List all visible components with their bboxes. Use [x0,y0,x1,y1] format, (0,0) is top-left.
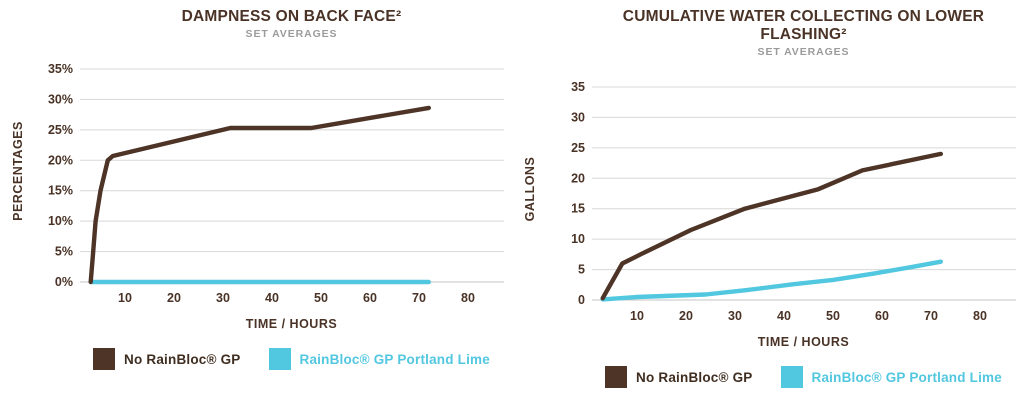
chart-subtitle-dampness: SET AVERAGES [245,28,338,40]
chart-canvas-water-collecting: 0 5 10 15 20 25 30 35 10 20 30 40 50 60 70 80 [571,80,1016,323]
svg-text:5: 5 [578,263,585,277]
chart-subtitle-water-collecting: SET AVERAGES [757,46,850,58]
chart-panel-water-collecting: CUMULATIVE WATER COLLECTING ON LOWER FLA… [512,0,1024,388]
svg-text:60: 60 [363,291,377,305]
chart-area-dampness: PERCENTAGES 0% 5% 10% 15% 20% 25% 30% 35% 10 20 30… [0,41,512,313]
x-axis-title-right: TIME / HOURS [757,335,850,349]
svg-text:10: 10 [571,232,585,246]
svg-text:50: 50 [314,291,328,305]
svg-text:30: 30 [216,291,230,305]
x-axis-title-left: TIME / HOURS [245,317,338,331]
svg-text:60: 60 [875,309,889,323]
svg-text:0%: 0% [55,275,73,289]
chart-panel-dampness: DAMPNESS ON BACK FACE² SET AVERAGES PERC… [0,0,512,388]
legend-swatch-cyan [268,348,291,370]
legend-swatch-cyan [780,366,803,388]
svg-text:70: 70 [924,309,938,323]
svg-text:20: 20 [679,309,693,323]
legend-item-no-rainbloc: No RainBloc® GP [93,348,240,370]
svg-text:20: 20 [571,171,585,185]
svg-text:0: 0 [578,293,585,307]
svg-text:5%: 5% [55,245,73,259]
legend-swatch-brown [93,348,116,370]
svg-text:80: 80 [973,309,987,323]
legend-label-rainbloc-portland-lime: RainBloc® GP Portland Lime [299,351,490,367]
legend-item-rainbloc-portland-lime: RainBloc® GP Portland Lime [780,366,1002,388]
chart-area-water-collecting: GALLONS 0 5 10 15 20 25 30 35 10 20 30 40 50 60 70 80 [512,59,1024,331]
svg-text:15: 15 [571,202,585,216]
legend-item-no-rainbloc: No RainBloc® GP [605,366,752,388]
svg-text:10: 10 [630,309,644,323]
svg-text:25%: 25% [48,123,73,137]
svg-text:10%: 10% [48,214,73,228]
y-axis-title-percentages: PERCENTAGES [11,121,25,221]
svg-text:30%: 30% [48,92,73,106]
svg-text:30: 30 [571,110,585,124]
chart-canvas-dampness: 0% 5% 10% 15% 20% 25% 30% 35% 10 20 30 40 50 60 70 80 [48,62,504,305]
svg-text:20%: 20% [48,153,73,167]
chart-title-dampness: DAMPNESS ON BACK FACE² [181,8,402,25]
svg-text:40: 40 [777,309,791,323]
chart-title-water-collecting: CUMULATIVE WATER COLLECTING ON LOWER FLA… [622,8,985,43]
legend-left: No RainBloc® GP RainBloc® GP Portland Li… [78,348,505,370]
legend-swatch-brown [605,366,628,388]
legend-label-rainbloc-portland-lime: RainBloc® GP Portland Lime [811,369,1002,385]
svg-text:30: 30 [728,309,742,323]
svg-text:15%: 15% [48,184,73,198]
dual-chart-figure: DAMPNESS ON BACK FACE² SET AVERAGES PERC… [0,0,1024,388]
svg-text:20: 20 [167,291,181,305]
svg-text:50: 50 [826,309,840,323]
svg-text:40: 40 [265,291,279,305]
svg-text:10: 10 [118,291,132,305]
legend-right: No RainBloc® GP RainBloc® GP Portland Li… [590,366,1017,388]
legend-item-rainbloc-portland-lime: RainBloc® GP Portland Lime [268,348,490,370]
legend-label-no-rainbloc: No RainBloc® GP [636,369,753,385]
svg-text:25: 25 [571,141,585,155]
svg-text:35: 35 [571,80,585,94]
legend-label-no-rainbloc: No RainBloc® GP [124,351,241,367]
svg-text:80: 80 [461,291,475,305]
svg-text:70: 70 [412,291,426,305]
svg-text:35%: 35% [48,62,73,76]
y-axis-title-gallons: GALLONS [523,156,537,222]
